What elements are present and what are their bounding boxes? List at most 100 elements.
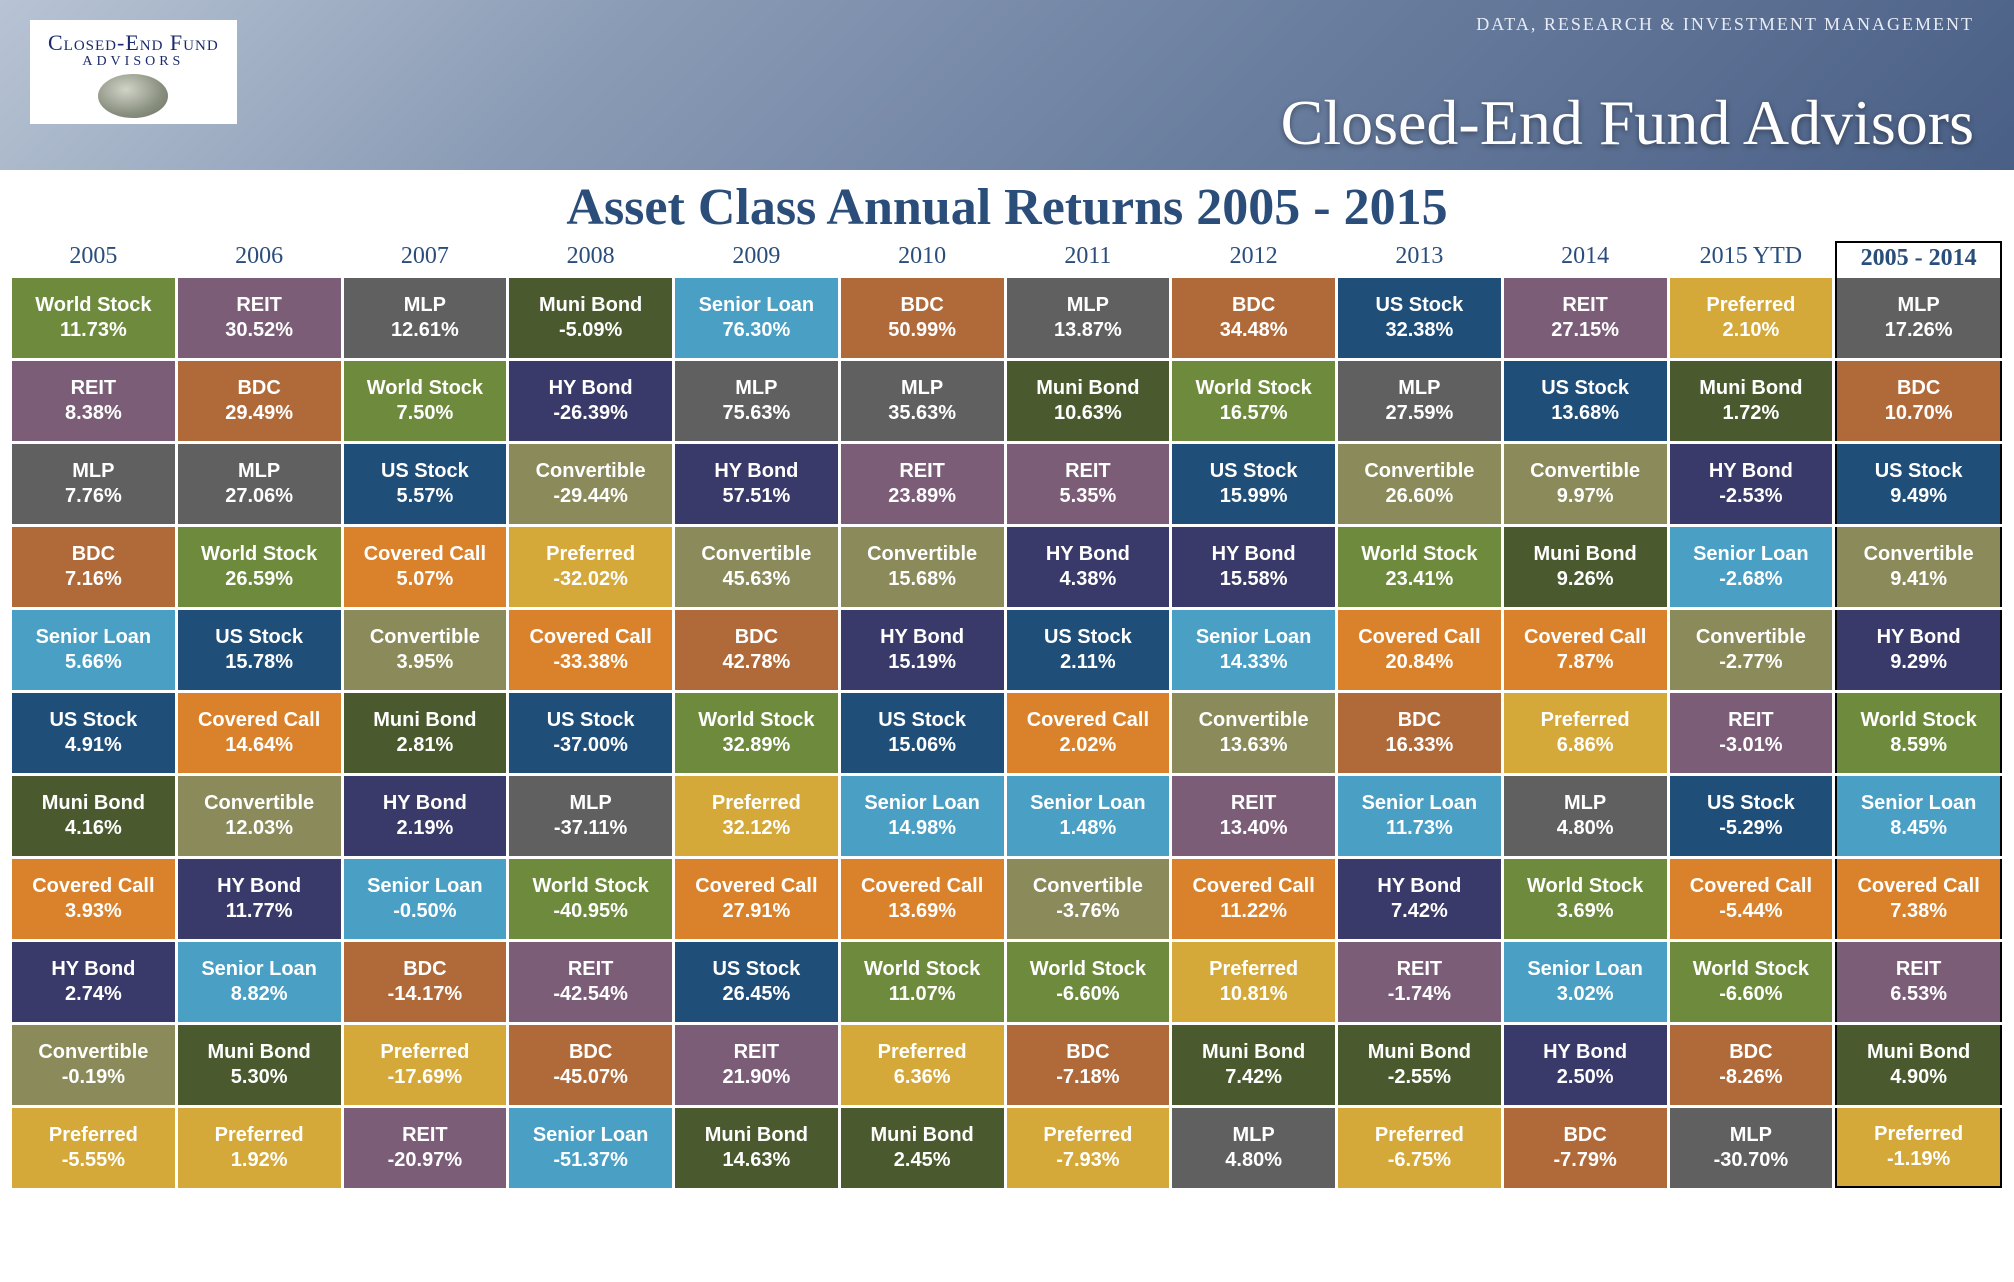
return-value: 12.61%: [391, 318, 459, 343]
asset-class-label: Preferred: [49, 1123, 138, 1148]
asset-class-label: REIT: [734, 1040, 780, 1065]
return-value: 5.07%: [397, 567, 454, 592]
asset-class-label: Muni Bond: [705, 1123, 808, 1148]
return-cell: Covered Call27.91%: [675, 859, 838, 939]
data-row: BDC7.16%World Stock26.59%Covered Call5.0…: [12, 527, 2002, 607]
return-cell: REIT21.90%: [675, 1025, 838, 1105]
return-cell: Preferred-17.69%: [344, 1025, 507, 1105]
return-cell: Covered Call20.84%: [1338, 610, 1501, 690]
return-cell: World Stock16.57%: [1172, 361, 1335, 441]
return-cell: REIT-42.54%: [509, 942, 672, 1022]
asset-class-label: HY Bond: [1877, 625, 1961, 650]
asset-class-label: Senior Loan: [367, 874, 483, 899]
return-value: 7.50%: [397, 401, 454, 426]
company-name: Closed-End Fund Advisors: [1281, 86, 1974, 160]
asset-class-label: Convertible: [38, 1040, 148, 1065]
asset-class-label: US Stock: [215, 625, 303, 650]
return-cell: MLP7.76%: [12, 444, 175, 524]
return-cell: World Stock32.89%: [675, 693, 838, 773]
year-header: 2013: [1338, 241, 1501, 278]
return-value: 1.72%: [1723, 401, 1780, 426]
return-value: 8.45%: [1890, 816, 1947, 841]
return-cell: HY Bond15.19%: [841, 610, 1004, 690]
return-value: 9.97%: [1557, 484, 1614, 509]
return-cell: HY Bond-2.53%: [1670, 444, 1833, 524]
chart-title: Asset Class Annual Returns 2005 - 2015: [0, 178, 2014, 237]
return-value: 4.91%: [65, 733, 122, 758]
return-value: -5.29%: [1719, 816, 1782, 841]
return-value: 10.81%: [1220, 982, 1288, 1007]
asset-class-label: Senior Loan: [864, 791, 980, 816]
asset-class-label: MLP: [901, 376, 943, 401]
asset-class-label: Covered Call: [364, 542, 486, 567]
asset-class-label: Senior Loan: [1693, 542, 1809, 567]
return-value: 2.74%: [65, 982, 122, 1007]
return-value: -40.95%: [553, 899, 628, 924]
asset-class-label: Muni Bond: [870, 1123, 973, 1148]
return-cell: MLP4.80%: [1172, 1108, 1335, 1188]
asset-class-label: Senior Loan: [533, 1123, 649, 1148]
return-value: -30.70%: [1714, 1148, 1789, 1173]
return-value: 15.19%: [888, 650, 956, 675]
returns-grid: 2005200620072008200920102011201220132014…: [0, 241, 2014, 1205]
asset-class-label: Preferred: [1209, 957, 1298, 982]
asset-class-label: BDC: [237, 376, 280, 401]
return-value: 27.15%: [1551, 318, 1619, 343]
return-cell: BDC-8.26%: [1670, 1025, 1833, 1105]
return-value: 9.41%: [1890, 567, 1947, 592]
return-cell: Muni Bond1.72%: [1670, 361, 1833, 441]
return-cell: Muni Bond2.45%: [841, 1108, 1004, 1188]
asset-class-label: Convertible: [701, 542, 811, 567]
asset-class-label: US Stock: [381, 459, 469, 484]
return-value: -0.19%: [62, 1065, 125, 1090]
asset-class-label: HY Bond: [1709, 459, 1793, 484]
return-cell: Preferred10.81%: [1172, 942, 1335, 1022]
return-cell: Covered Call3.93%: [12, 859, 175, 939]
return-value: 15.06%: [888, 733, 956, 758]
year-header: 2015 YTD: [1670, 241, 1833, 278]
return-cell: World Stock-6.60%: [1007, 942, 1170, 1022]
return-value: 9.49%: [1890, 484, 1947, 509]
return-cell: Muni Bond4.90%: [1835, 1025, 2002, 1105]
asset-class-label: BDC: [1066, 1040, 1109, 1065]
return-value: 9.26%: [1557, 567, 1614, 592]
asset-class-label: US Stock: [1875, 459, 1963, 484]
year-header: 2006: [178, 241, 341, 278]
return-cell: US Stock4.91%: [12, 693, 175, 773]
return-value: 6.53%: [1890, 982, 1947, 1007]
return-value: 3.69%: [1557, 899, 1614, 924]
return-cell: Senior Loan76.30%: [675, 278, 838, 358]
return-cell: Convertible-0.19%: [12, 1025, 175, 1105]
data-row: Convertible-0.19%Muni Bond5.30%Preferred…: [12, 1025, 2002, 1105]
return-cell: Preferred6.36%: [841, 1025, 1004, 1105]
return-cell: MLP27.06%: [178, 444, 341, 524]
return-value: 7.42%: [1225, 1065, 1282, 1090]
year-header: 2014: [1504, 241, 1667, 278]
return-value: -7.18%: [1056, 1065, 1119, 1090]
year-header: 2005: [12, 241, 175, 278]
return-cell: Covered Call7.87%: [1504, 610, 1667, 690]
return-cell: HY Bond2.19%: [344, 776, 507, 856]
asset-class-label: Preferred: [215, 1123, 304, 1148]
return-value: 75.63%: [722, 401, 790, 426]
return-cell: Convertible-2.77%: [1670, 610, 1833, 690]
return-cell: US Stock15.06%: [841, 693, 1004, 773]
asset-class-label: MLP: [238, 459, 280, 484]
year-header: 2008: [509, 241, 672, 278]
asset-class-label: Preferred: [546, 542, 635, 567]
return-cell: Muni Bond10.63%: [1007, 361, 1170, 441]
asset-class-label: MLP: [1730, 1123, 1772, 1148]
asset-class-label: US Stock: [878, 708, 966, 733]
asset-class-label: Covered Call: [1857, 874, 1979, 899]
return-cell: BDC29.49%: [178, 361, 341, 441]
return-cell: Senior Loan-2.68%: [1670, 527, 1833, 607]
return-value: 8.38%: [65, 401, 122, 426]
logo: Closed-End Fund ADVISORS: [30, 20, 237, 124]
page-header: Closed-End Fund ADVISORS DATA, RESEARCH …: [0, 0, 2014, 170]
year-header-row: 2005200620072008200920102011201220132014…: [12, 241, 2002, 278]
return-value: 32.12%: [722, 816, 790, 841]
asset-class-label: MLP: [735, 376, 777, 401]
asset-class-label: World Stock: [532, 874, 648, 899]
return-value: 7.42%: [1391, 899, 1448, 924]
return-value: 13.40%: [1220, 816, 1288, 841]
